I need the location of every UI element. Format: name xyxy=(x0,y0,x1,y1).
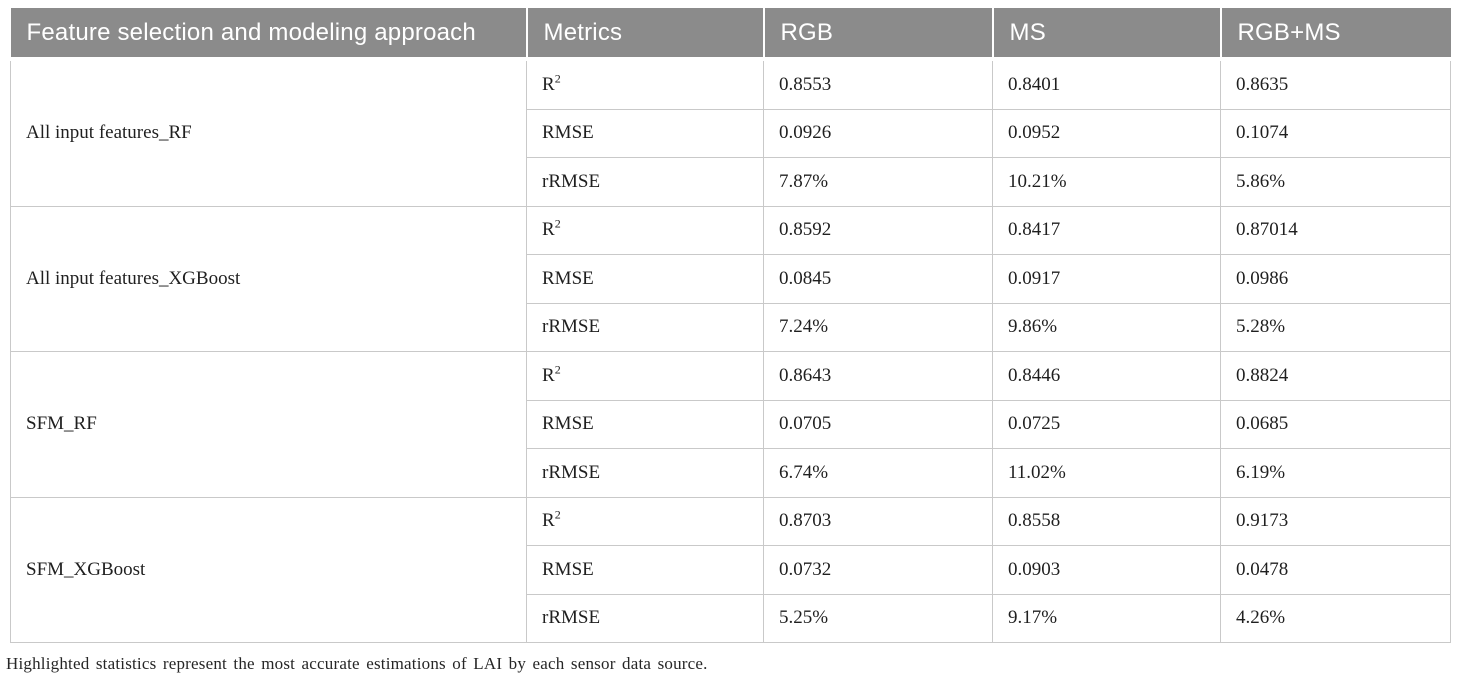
value-cell-rgb: 0.0732 xyxy=(763,545,993,595)
metric-cell: RMSE xyxy=(526,108,764,158)
value-cell-rgbms: 0.8824 xyxy=(1220,351,1451,401)
metric-cell: rRMSE xyxy=(526,448,764,498)
value-cell-rgb: 0.0845 xyxy=(763,254,993,304)
table-footnote: Highlighted statistics represent the mos… xyxy=(6,654,708,673)
metric-superscript: 2 xyxy=(554,71,561,86)
value-cell-ms: 0.8417 xyxy=(992,205,1221,255)
value-cell-rgb: 6.74% xyxy=(763,448,993,498)
metric-label: rRMSE xyxy=(542,316,601,338)
metric-cell: rRMSE xyxy=(526,302,764,352)
value-cell-rgbms: 5.28% xyxy=(1220,302,1451,352)
metric-cell: RMSE xyxy=(526,399,764,449)
value-cell-ms: 10.21% xyxy=(992,157,1221,207)
value-cell-ms: 11.02% xyxy=(992,448,1221,498)
table-row: SFM_RF R2 0.8643 0.8446 0.8824 xyxy=(10,351,1451,498)
value-cell-rgbms: 0.87014 xyxy=(1220,205,1451,255)
metric-cell: RMSE xyxy=(526,254,764,304)
value-cell-rgb: 7.87% xyxy=(763,157,993,207)
col-header-ms: MS xyxy=(991,8,1221,61)
metric-label: rRMSE xyxy=(542,170,601,192)
table-row: RMSE 0.0926 0.0952 0.1074 xyxy=(11,108,1451,158)
value-cell-rgbms: 4.26% xyxy=(1220,593,1451,643)
value-cell-rgbms: 5.86% xyxy=(1220,157,1451,207)
value-cell-ms: 9.17% xyxy=(992,593,1221,643)
value-cell-rgbms: 0.0685 xyxy=(1220,399,1451,449)
table-row: All input features_XGBoost R2 0.8592 0.8… xyxy=(10,205,1451,352)
value-cell-rgb: 7.24% xyxy=(763,302,993,352)
value-cell-rgbms: 0.0478 xyxy=(1220,545,1451,595)
metric-superscript: 2 xyxy=(554,362,561,377)
metric-superscript: 2 xyxy=(554,507,561,522)
group-label-cell: SFM_XGBoost xyxy=(10,496,527,643)
metric-cell: R2 xyxy=(526,351,764,401)
metric-cell: rRMSE xyxy=(526,157,764,207)
table-row: RMSE 0.0732 0.0903 0.0478 xyxy=(11,545,1451,595)
group-label-cell: All input features_RF xyxy=(10,58,527,207)
table-row: rRMSE 5.25% 9.17% 4.26% xyxy=(11,593,1451,643)
results-table: Feature selection and modeling approach … xyxy=(10,8,1451,643)
table-row: SFM_XGBoost R2 0.8703 0.8558 0.9173 xyxy=(10,496,1451,643)
value-cell-rgbms: 0.1074 xyxy=(1220,108,1451,158)
metric-cell: R2 xyxy=(526,496,764,546)
value-cell-rgbms: 0.0986 xyxy=(1220,254,1451,304)
value-cell-rgb: 0.8643 xyxy=(763,351,993,401)
col-header-metrics: Metrics xyxy=(525,8,764,61)
metric-label: RMSE xyxy=(542,558,594,580)
value-cell-rgb: 5.25% xyxy=(763,593,993,643)
metric-label: RMSE xyxy=(542,267,594,289)
value-cell-ms: 0.0917 xyxy=(992,254,1221,304)
metric-label: rRMSE xyxy=(542,461,601,483)
value-cell-rgbms: 0.9173 xyxy=(1220,496,1451,546)
metric-cell: rRMSE xyxy=(526,593,764,643)
col-header-approach: Feature selection and modeling approach xyxy=(10,8,527,61)
table-header-row: Feature selection and modeling approach … xyxy=(10,8,1451,61)
metric-label: RMSE xyxy=(542,413,594,435)
value-cell-ms: 0.0903 xyxy=(992,545,1221,595)
table-row: RMSE 0.0705 0.0725 0.0685 xyxy=(11,399,1451,449)
metric-cell: R2 xyxy=(526,58,764,110)
metric-superscript: 2 xyxy=(554,216,561,231)
value-cell-ms: 0.0952 xyxy=(992,108,1221,158)
col-header-rgbms: RGB+MS xyxy=(1219,8,1451,61)
value-cell-ms: 0.8558 xyxy=(992,496,1221,546)
value-cell-ms: 0.8401 xyxy=(992,58,1221,110)
table-row: All input features_RF R2 0.8553 0.8401 0… xyxy=(10,58,1451,207)
metric-label: rRMSE xyxy=(542,607,601,629)
value-cell-rgb: 0.0926 xyxy=(763,108,993,158)
group-label-cell: SFM_RF xyxy=(10,351,527,498)
value-cell-rgb: 0.8553 xyxy=(763,58,993,110)
value-cell-rgb: 0.8703 xyxy=(763,496,993,546)
table-row: rRMSE 7.87% 10.21% 5.86% xyxy=(11,157,1451,207)
value-cell-rgbms: 6.19% xyxy=(1220,448,1451,498)
metric-cell: R2 xyxy=(526,205,764,255)
metric-label: RMSE xyxy=(542,122,594,144)
col-header-rgb: RGB xyxy=(762,8,993,61)
table-row: rRMSE 6.74% 11.02% 6.19% xyxy=(11,448,1451,498)
value-cell-ms: 9.86% xyxy=(992,302,1221,352)
value-cell-rgb: 0.8592 xyxy=(763,205,993,255)
metric-label: R xyxy=(542,510,555,532)
metric-label: R xyxy=(542,219,555,241)
value-cell-rgbms: 0.8635 xyxy=(1220,58,1451,110)
group-label-cell: All input features_XGBoost xyxy=(10,205,527,352)
value-cell-rgb: 0.0705 xyxy=(763,399,993,449)
metric-label: R xyxy=(542,364,555,386)
value-cell-ms: 0.8446 xyxy=(992,351,1221,401)
table-row: RMSE 0.0845 0.0917 0.0986 xyxy=(11,254,1451,304)
metric-cell: RMSE xyxy=(526,545,764,595)
table-row: rRMSE 7.24% 9.86% 5.28% xyxy=(11,302,1451,352)
metric-label: R xyxy=(542,73,555,95)
value-cell-ms: 0.0725 xyxy=(992,399,1221,449)
